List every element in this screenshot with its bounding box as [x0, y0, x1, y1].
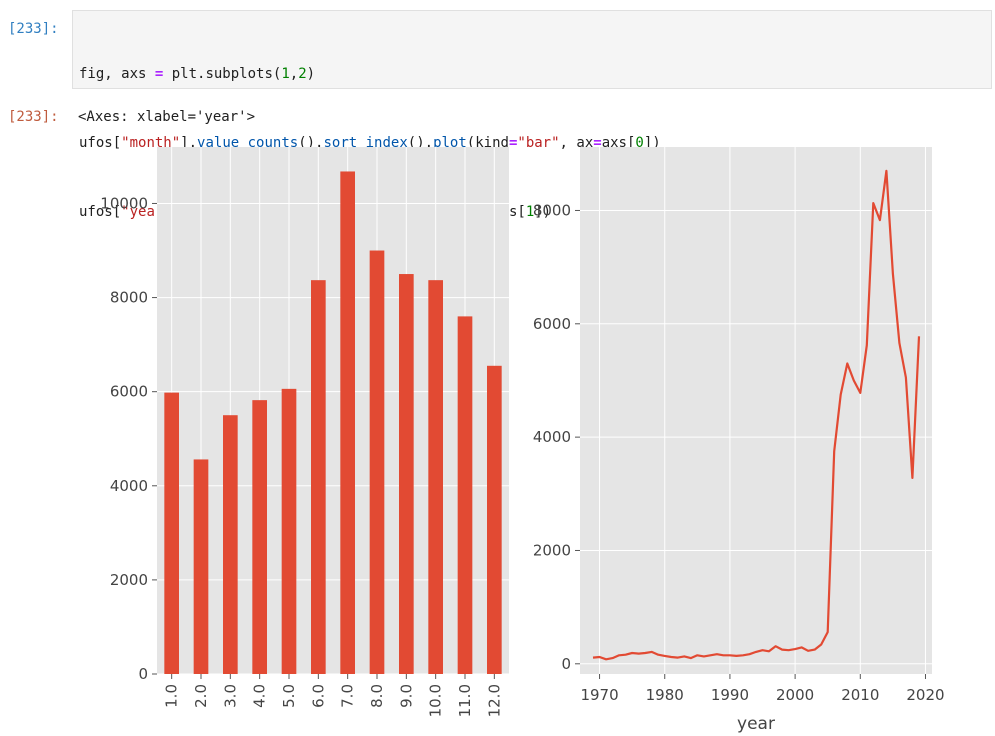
x-tick-label: 1.0: [163, 684, 181, 708]
y-tick-label: 8000: [533, 201, 571, 219]
code-line-1: fig, axs = plt.subplots(1,2): [79, 66, 316, 82]
x-tick-label: 9.0: [397, 684, 415, 708]
y-tick-label: 2000: [110, 571, 148, 589]
x-tick-label: 1980: [646, 686, 684, 704]
y-tick-label: 10000: [100, 194, 148, 212]
line-chart-axes: 0 2000 4000 6000 8000 1970 1980 1990 2000 2010 202…: [533, 147, 945, 734]
bar-month-11.0: [457, 316, 473, 674]
x-tick-label: 3.0: [221, 684, 239, 708]
x-tick-label: 2000: [776, 686, 814, 704]
x-tick-label: 11.0: [456, 684, 474, 717]
x-tick-label: 12.0: [485, 684, 503, 717]
y-tick-label: 6000: [533, 315, 571, 333]
x-axis-label: year: [737, 714, 775, 734]
bar-month-6.0: [311, 280, 326, 674]
code-line-2: ufos["month"].value_counts().sort_index(…: [79, 135, 661, 151]
y-tick-label: 0: [138, 665, 148, 683]
y-tick-label: 0: [561, 655, 571, 673]
y-tick-label: 4000: [110, 477, 148, 495]
bar-month-4.0: [252, 400, 267, 674]
x-tick-label: 6.0: [309, 684, 327, 708]
x-tick-label: 4.0: [251, 684, 269, 708]
x-tick-label: 8.0: [368, 684, 386, 708]
bar-month-7.0: [340, 171, 355, 675]
x-tick-label: 1970: [580, 686, 618, 704]
series-line-year-counts: [592, 169, 921, 661]
bar-chart-axes: 0 2000 4000 6000 8000 10000 1.0 2.0 3.0 4.0 5.0 6.0…: [100, 147, 509, 717]
bar-month-1.0: [164, 392, 179, 674]
x-tick-label: 10.0: [427, 684, 445, 717]
bar-month-5.0: [281, 388, 297, 674]
y-tick-label: 8000: [110, 289, 148, 307]
bar-month-12.0: [487, 365, 502, 674]
bar-month-9.0: [399, 274, 414, 674]
y-tick-label: 2000: [533, 541, 571, 559]
bar-month-8.0: [369, 250, 385, 674]
x-tick-label: 5.0: [280, 684, 298, 708]
plot-background: [580, 147, 932, 674]
x-tick-label: 7.0: [339, 684, 357, 708]
bar-month-10.0: [428, 280, 443, 674]
output-prompt: [233]:: [8, 109, 59, 125]
x-tick-label: 2020: [906, 686, 944, 704]
bar-month-3.0: [223, 415, 238, 674]
y-tick-label: 6000: [110, 383, 148, 401]
x-tick-label: 2010: [841, 686, 879, 704]
plot-background: [157, 147, 509, 674]
x-tick-label: 2.0: [192, 684, 210, 708]
x-tick-label: 1990: [711, 686, 749, 704]
bar-month-2.0: [193, 459, 209, 674]
output-text: <Axes: xlabel='year'>: [78, 109, 256, 125]
y-tick-label: 4000: [533, 428, 571, 446]
input-prompt: [233]:: [8, 21, 59, 37]
